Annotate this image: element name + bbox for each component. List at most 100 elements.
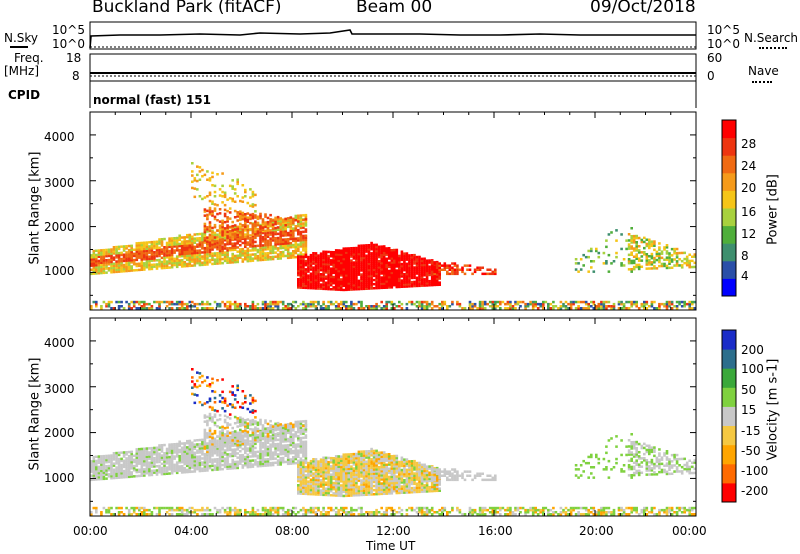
power-cell [115,250,118,253]
velocity-cell [97,455,101,458]
velocity-cell [299,492,303,495]
power-cell [256,227,260,231]
power-cbar-tick-28: 28 [741,137,757,151]
power-cell [410,262,414,265]
power-cell [115,260,118,263]
power-cell [206,238,209,241]
power-cell [398,265,401,268]
power-cell [635,255,638,258]
power-cell [140,258,144,261]
power-cell [203,234,207,237]
power-cell [246,233,250,236]
power-cell [340,280,343,283]
power-cell [246,212,250,215]
power-cell [362,256,366,260]
power-cell [221,219,224,223]
velocity-cell [228,452,232,456]
power-cell [398,275,401,278]
velocity-cell [148,457,151,460]
power-cell [221,221,224,225]
power-cell [148,251,151,254]
power-cell [251,300,255,304]
power-cell [395,273,399,276]
power-cell [579,307,583,310]
velocity-cell [216,447,219,451]
velocity-cell [180,446,184,449]
power-cell [165,247,169,251]
power-cell [251,205,255,208]
power-cell [377,284,381,288]
velocity-cell [233,466,237,470]
velocity-cell [95,463,98,467]
velocity-cell [246,443,250,446]
velocity-cell [261,460,265,463]
velocity-cell [286,456,290,459]
power-cell [183,238,186,241]
velocity-cell [186,454,189,457]
velocity-cell [188,462,192,465]
velocity-cell [312,486,315,490]
power-cell [289,307,293,310]
power-cell [317,302,320,306]
power-cell [367,307,371,310]
velocity-cell [307,474,310,477]
power-cell [95,300,98,304]
velocity-cell [226,415,229,419]
power-cell [367,262,371,266]
power-cell [324,271,328,274]
velocity-cell [186,441,189,445]
power-cell [239,237,242,241]
power-cell [286,221,290,224]
power-cell [241,260,245,263]
power-cell [269,237,272,240]
power-cell [294,300,298,304]
power-cell [183,242,186,245]
velocity-cell [309,484,313,488]
power-cell [332,263,335,266]
power-cell [266,222,270,226]
velocity-cell [236,421,239,424]
power-cell [400,262,404,266]
power-cell [347,282,351,285]
power-cell [198,263,202,267]
velocity-cell [150,448,154,452]
power-cell [115,270,118,274]
velocity-cell [208,435,212,438]
velocity-cell [231,465,234,468]
power-cell [112,248,116,251]
power-cell [415,300,419,304]
power-cell [158,242,161,245]
velocity-cell [145,447,149,450]
velocity-cell [208,456,212,460]
power-cell [203,251,207,254]
power-cell [281,228,285,231]
power-cell [294,255,298,259]
power-cell [122,265,126,269]
power-cell [231,237,234,240]
power-cell [350,284,353,287]
velocity-cell [150,463,154,466]
velocity-cell [294,422,298,426]
velocity-cell [264,462,267,465]
velocity-cell [236,448,239,451]
velocity-cell [312,482,315,486]
power-cell [362,281,366,284]
power-cell [385,263,388,267]
velocity-cell [198,449,202,452]
velocity-cell [198,463,202,467]
velocity-cell [246,465,250,469]
power-cell [223,305,227,308]
velocity-cell [239,441,242,445]
velocity-ytick-3000: 3000 [44,382,75,396]
velocity-cell [211,406,214,409]
power-cell [635,265,638,269]
velocity-cell [284,454,287,457]
velocity-cell [221,440,224,443]
power-cell [403,275,406,278]
velocity-cell [261,444,265,447]
power-cell [685,263,689,267]
velocity-cell [269,449,272,453]
power-cell [236,302,239,306]
power-cell [208,250,212,254]
velocity-cell [170,472,174,475]
